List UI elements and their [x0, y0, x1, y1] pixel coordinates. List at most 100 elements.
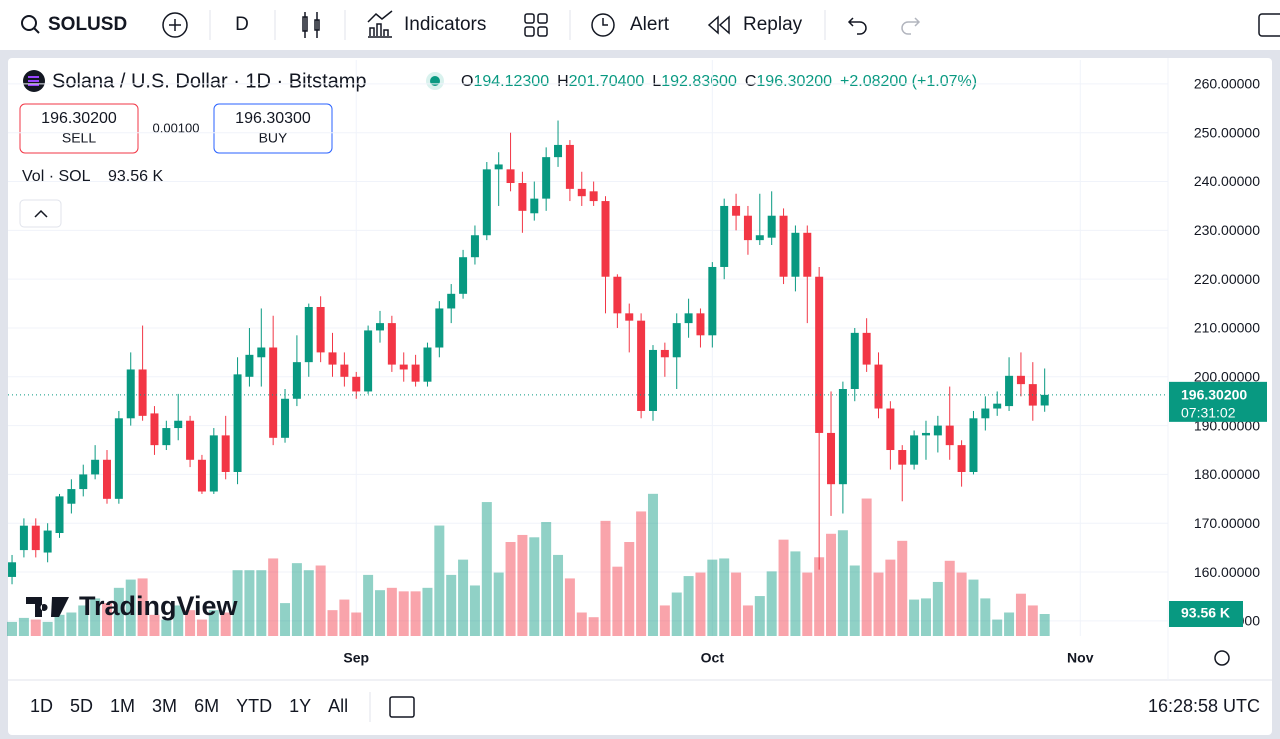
volume-bar	[66, 612, 77, 636]
candle-body	[518, 183, 527, 211]
interval-button[interactable]: D	[235, 14, 249, 35]
compare-button[interactable]	[162, 12, 188, 38]
volume-bar	[992, 619, 1003, 636]
replay-button[interactable]: Replay	[743, 14, 803, 35]
range-button[interactable]: All	[328, 696, 348, 716]
x-tick-label: Nov	[1067, 650, 1094, 666]
candle-body	[779, 215, 788, 277]
tradingview-wordmark: TradingView	[79, 591, 239, 621]
symbol-title: Solana / U.S. Dollar · 1D · Bitstamp	[52, 70, 367, 92]
undo-button[interactable]	[847, 17, 867, 35]
candle-body	[150, 413, 159, 446]
range-bar: 1D 5D 1M 3M 6M YTD 1Y All	[30, 696, 348, 716]
candle-body	[399, 364, 408, 370]
ohlc-value: 194.12300	[473, 73, 549, 90]
candle-body	[162, 428, 171, 446]
symbol[interactable]: SOLUSD	[48, 14, 127, 35]
y-tick-label: 210.00000	[1194, 320, 1260, 336]
candle-body	[102, 459, 111, 499]
search-icon	[21, 15, 37, 31]
symbol-search[interactable]: SOLUSD	[21, 14, 127, 35]
candle-body	[209, 435, 218, 492]
collapse-button[interactable]	[19, 199, 62, 228]
candle-body	[91, 459, 100, 475]
range-button[interactable]: 1M	[110, 696, 135, 716]
range-button[interactable]: 1Y	[289, 696, 311, 716]
candle-body	[186, 420, 195, 460]
volume-bar	[469, 585, 480, 636]
candle-body	[815, 276, 824, 433]
candle-body	[328, 352, 337, 365]
candle-body	[292, 362, 301, 399]
volume-bar	[956, 572, 967, 636]
volume-bar	[1015, 593, 1026, 636]
candle-body	[375, 323, 384, 331]
volume-bar	[185, 610, 196, 636]
volume-bar	[196, 619, 207, 636]
volume-bar	[647, 493, 658, 636]
candle-body	[435, 308, 444, 348]
range-button[interactable]: 5D	[70, 696, 93, 716]
candle-body	[8, 562, 17, 577]
candle-body	[387, 323, 396, 365]
ohlc-change: +2.08200 (+1.07%)	[840, 73, 977, 90]
volume-bar	[327, 610, 338, 636]
range-button[interactable]: 1D	[30, 696, 53, 716]
volume-bar	[54, 614, 65, 636]
volume-bar	[742, 605, 753, 636]
volume-bar	[814, 557, 825, 636]
indicators-icon	[367, 10, 393, 38]
candle-body	[126, 369, 135, 419]
chart-type-button[interactable]	[302, 12, 320, 38]
candle-body	[67, 489, 76, 504]
candle-body	[221, 435, 230, 472]
candle-body	[411, 364, 420, 382]
volume-bar	[1004, 612, 1015, 636]
goto-date-button[interactable]	[389, 696, 415, 718]
volume-bar	[659, 605, 670, 636]
volume-bar	[446, 574, 457, 636]
alert-icon	[602, 18, 608, 26]
candle-body	[993, 403, 1002, 409]
redo-button[interactable]	[901, 17, 921, 35]
volume-bar	[968, 579, 979, 636]
layouts-button[interactable]	[524, 13, 548, 37]
y-tick-label: 160.00000	[1194, 564, 1260, 580]
buy-price: 196.30300	[235, 110, 311, 127]
buy-button[interactable]: 196.30300 BUY	[213, 103, 333, 154]
range-button[interactable]: 3M	[152, 696, 177, 716]
candle-body	[19, 525, 28, 551]
volume-bar	[351, 612, 362, 636]
layout-name-button[interactable]	[1258, 13, 1280, 37]
volume-bar	[256, 570, 267, 636]
indicators-button[interactable]: Indicators	[404, 14, 486, 35]
candle-body	[933, 425, 942, 436]
volume-bar	[125, 579, 136, 636]
settings-button[interactable]	[1214, 650, 1230, 666]
candle-body	[767, 215, 776, 238]
y-tick-label: 220.00000	[1194, 271, 1260, 287]
volume-bar	[754, 596, 765, 636]
volume-bar	[78, 605, 89, 636]
range-button[interactable]: YTD	[236, 696, 272, 716]
candle-body	[352, 376, 361, 392]
volume-badge-label: 93.56 K	[1181, 605, 1230, 621]
sell-box	[19, 103, 139, 154]
volume-bar	[30, 619, 41, 636]
volume-bar	[707, 559, 718, 636]
candle-body	[1040, 394, 1049, 406]
range-button[interactable]: 6M	[194, 696, 219, 716]
volume-bar	[208, 610, 219, 636]
candle-body	[874, 364, 883, 409]
candle-body	[637, 320, 646, 411]
candle-body	[1016, 375, 1025, 385]
candle-body	[648, 349, 657, 411]
candle-body	[55, 496, 64, 534]
ohlc-key: H	[557, 73, 569, 90]
volume-bar	[339, 599, 350, 636]
volume-bar	[695, 572, 706, 636]
candle-body	[114, 418, 123, 499]
candle-body	[791, 232, 800, 277]
sell-button[interactable]: 196.30200 SELL	[19, 103, 139, 154]
alert-button[interactable]: Alert	[630, 14, 670, 35]
